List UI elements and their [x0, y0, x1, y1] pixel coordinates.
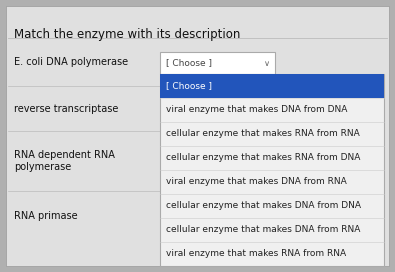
Text: Match the enzyme with its description: Match the enzyme with its description — [14, 28, 241, 41]
Text: [ Choose ]: [ Choose ] — [166, 58, 212, 67]
Text: reverse transcriptase: reverse transcriptase — [14, 104, 119, 113]
Text: cellular enzyme that makes RNA from DNA: cellular enzyme that makes RNA from DNA — [166, 153, 360, 162]
Text: viral enzyme that makes RNA from RNA: viral enzyme that makes RNA from RNA — [166, 249, 346, 258]
Text: [ Choose ]: [ Choose ] — [166, 82, 212, 91]
Text: RNA primase: RNA primase — [14, 211, 78, 221]
Text: viral enzyme that makes DNA from DNA: viral enzyme that makes DNA from DNA — [166, 106, 347, 115]
Text: viral enzyme that makes DNA from RNA: viral enzyme that makes DNA from RNA — [166, 178, 347, 187]
Bar — [160, 74, 384, 98]
Text: E. coli DNA polymerase: E. coli DNA polymerase — [14, 57, 128, 67]
Text: cellular enzyme that makes RNA from RNA: cellular enzyme that makes RNA from RNA — [166, 129, 360, 138]
Text: cellular enzyme that makes DNA from DNA: cellular enzyme that makes DNA from DNA — [166, 202, 361, 211]
Text: RNA dependent RNA
polymerase: RNA dependent RNA polymerase — [14, 150, 115, 172]
Bar — [160, 74, 384, 266]
Text: cellular enzyme that makes DNA from RNA: cellular enzyme that makes DNA from RNA — [166, 225, 360, 234]
Bar — [160, 52, 275, 74]
Text: ∨: ∨ — [264, 58, 270, 67]
